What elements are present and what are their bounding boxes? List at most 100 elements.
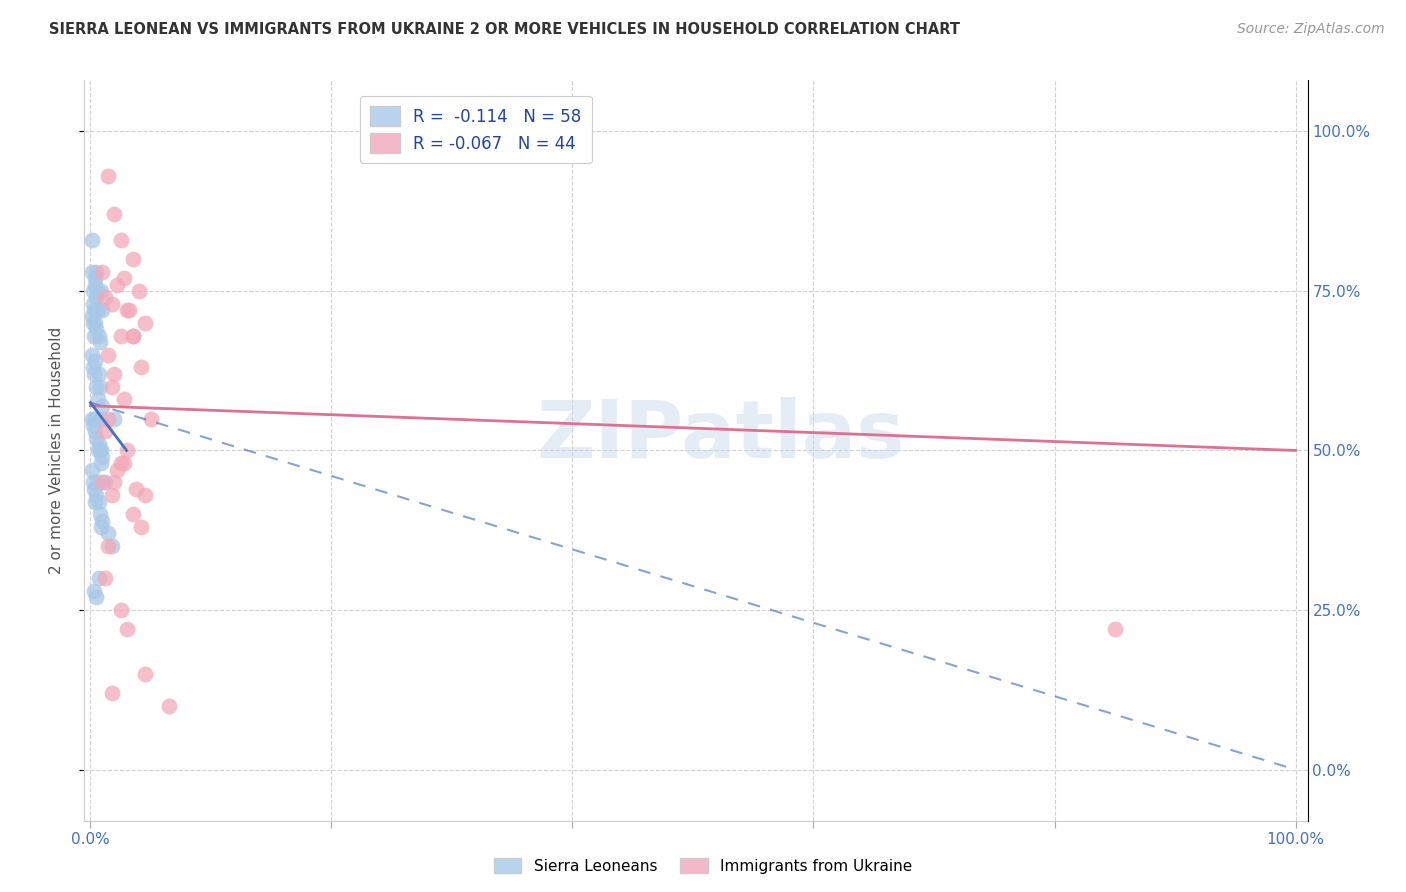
Point [110,233,132,247]
Point [115,303,138,318]
Point [121,328,143,343]
Point [86,379,108,393]
Point [94,425,117,439]
Point [121,252,143,266]
Point [94,475,117,490]
Point [105,277,128,292]
Point [91,399,114,413]
Point [83,482,105,496]
Point [128,284,150,298]
Point [84,425,107,439]
Point [134,666,156,681]
Point [101,296,124,310]
Point [83,271,105,285]
Point [82,475,104,490]
Point [103,411,125,425]
Point [112,456,135,470]
Point [82,265,104,279]
Point [90,520,112,534]
Point [80,310,103,324]
Point [84,494,107,508]
Point [82,284,104,298]
Point [86,431,108,445]
Point [83,411,105,425]
Point [89,508,111,522]
Point [115,443,138,458]
Point [87,367,110,381]
Point [89,334,111,349]
Point [83,303,105,318]
Point [105,462,128,476]
Point [115,622,138,636]
Point [91,475,114,490]
Point [84,354,107,368]
Point [101,379,124,393]
Point [86,488,108,502]
Point [84,316,107,330]
Point [87,437,110,451]
Point [94,571,117,585]
Point [103,367,125,381]
Point [86,392,108,407]
Point [94,290,117,304]
Point [121,328,143,343]
Point [83,367,105,381]
Point [97,348,120,362]
Point [89,443,111,458]
Point [1104,622,1126,636]
Point [86,284,108,298]
Point [101,488,124,502]
Point [112,271,135,285]
Point [110,456,132,470]
Point [84,277,107,292]
Point [87,494,110,508]
Point [101,686,124,700]
Point [97,169,120,183]
Point [139,411,162,425]
Point [86,443,108,458]
Point [82,296,104,310]
Point [83,328,105,343]
Point [118,303,141,318]
Point [87,328,110,343]
Point [82,316,104,330]
Point [157,698,180,713]
Point [90,456,112,470]
Point [91,265,114,279]
Point [134,316,156,330]
Text: Source: ZipAtlas.com: Source: ZipAtlas.com [1237,22,1385,37]
Point [83,583,105,598]
Text: SIERRA LEONEAN VS IMMIGRANTS FROM UKRAINE 2 OR MORE VEHICLES IN HOUSEHOLD CORREL: SIERRA LEONEAN VS IMMIGRANTS FROM UKRAIN… [49,22,960,37]
Point [86,322,108,336]
Point [103,207,125,221]
Point [86,265,108,279]
Point [129,360,152,375]
Point [84,290,107,304]
Point [86,591,108,605]
Point [91,450,114,464]
Point [87,571,110,585]
Point [80,348,103,362]
Text: ZIPatlas: ZIPatlas [536,397,904,475]
Point [97,539,120,553]
Legend: R =  -0.114   N = 58, R = -0.067   N = 44: R = -0.114 N = 58, R = -0.067 N = 44 [360,96,592,163]
Point [91,303,114,318]
Legend: Sierra Leoneans, Immigrants from Ukraine: Sierra Leoneans, Immigrants from Ukraine [488,852,918,880]
Point [91,514,114,528]
Point [90,411,112,425]
Point [112,392,135,407]
Point [125,482,148,496]
Point [97,411,120,425]
Point [134,488,156,502]
Point [103,475,125,490]
Point [110,328,132,343]
Point [89,379,111,393]
Point [110,603,132,617]
Point [86,475,108,490]
Point [80,233,103,247]
Point [86,303,108,318]
Point [82,360,104,375]
Point [80,411,103,425]
Point [97,526,120,541]
Point [129,520,152,534]
